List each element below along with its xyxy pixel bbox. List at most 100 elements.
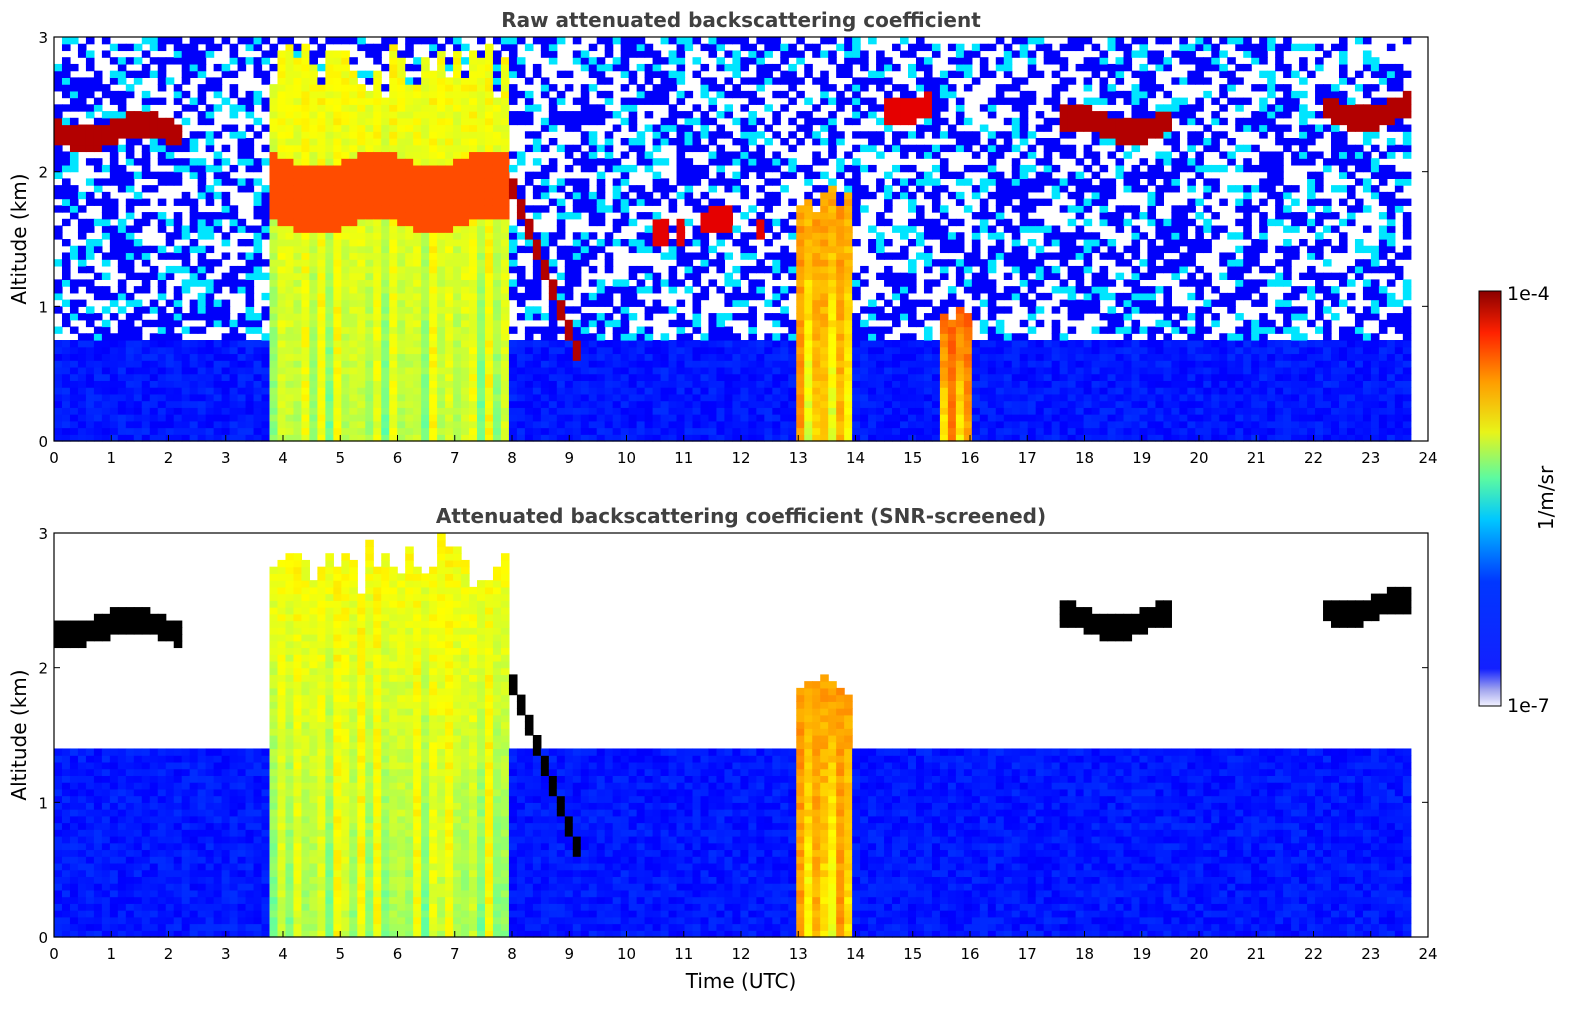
heatmap-cell bbox=[780, 319, 789, 328]
heatmap-cell bbox=[804, 393, 813, 402]
heatmap-cell bbox=[660, 117, 670, 126]
heatmap-cell bbox=[325, 97, 334, 105]
heatmap-cell bbox=[684, 427, 694, 435]
heatmap-cell bbox=[764, 63, 773, 72]
heatmap-cell bbox=[101, 400, 111, 408]
heatmap-cell bbox=[261, 77, 271, 85]
heatmap-cell bbox=[117, 232, 127, 240]
heatmap-cell bbox=[676, 420, 686, 429]
heatmap-cell bbox=[54, 400, 63, 408]
heatmap-cell bbox=[788, 50, 797, 58]
heatmap-cell bbox=[820, 77, 829, 85]
heatmap-cell bbox=[109, 111, 119, 119]
heatmap-cell bbox=[628, 144, 638, 153]
heatmap-cell bbox=[93, 272, 103, 280]
heatmap-cell bbox=[61, 400, 71, 408]
heatmap-cell bbox=[205, 380, 215, 388]
heatmap-cell bbox=[54, 164, 63, 173]
heatmap-cell bbox=[317, 50, 326, 58]
heatmap-cell bbox=[644, 400, 654, 408]
heatmap-cell bbox=[756, 84, 765, 92]
heatmap-cell bbox=[333, 299, 342, 307]
heatmap-cell bbox=[492, 138, 502, 146]
heatmap-cell bbox=[700, 420, 710, 429]
heatmap-cell bbox=[532, 427, 542, 435]
heatmap-cell bbox=[692, 420, 702, 429]
heatmap-cell bbox=[405, 245, 414, 254]
heatmap-cell bbox=[117, 387, 127, 395]
heatmap-cell bbox=[836, 279, 845, 287]
heatmap-cell bbox=[189, 340, 199, 348]
heatmap-cell bbox=[85, 158, 95, 166]
heatmap-cell bbox=[596, 380, 606, 388]
heatmap-cell bbox=[900, 191, 909, 200]
heatmap-cell bbox=[205, 144, 215, 153]
heatmap-cell bbox=[676, 366, 686, 375]
heatmap-cell bbox=[836, 420, 845, 429]
heatmap-cell bbox=[445, 252, 454, 260]
heatmap-cell bbox=[77, 353, 87, 361]
heatmap-cell bbox=[612, 333, 622, 341]
heatmap-cell bbox=[261, 366, 271, 375]
heatmap-cell bbox=[812, 313, 821, 321]
heatmap-cell bbox=[469, 70, 478, 78]
heatmap-cell bbox=[117, 333, 127, 341]
heatmap-cell bbox=[892, 43, 901, 52]
heatmap-cell bbox=[125, 171, 135, 179]
heatmap-cell bbox=[684, 353, 694, 361]
heatmap-cell bbox=[325, 346, 334, 355]
heatmap-cell bbox=[876, 420, 885, 429]
heatmap-cell bbox=[285, 138, 295, 146]
heatmap-cell bbox=[612, 380, 622, 388]
heatmap-cell bbox=[117, 111, 127, 119]
heatmap-cell bbox=[445, 286, 454, 294]
heatmap-cell bbox=[628, 346, 638, 355]
heatmap-cell bbox=[684, 164, 694, 173]
heatmap-cell bbox=[381, 158, 390, 166]
heatmap-cell bbox=[453, 185, 462, 193]
heatmap-cell bbox=[189, 353, 199, 361]
heatmap-cell bbox=[173, 212, 183, 220]
heatmap-cell bbox=[860, 164, 869, 173]
heatmap-cell bbox=[453, 151, 462, 159]
heatmap-cell bbox=[277, 124, 287, 132]
heatmap-cell bbox=[325, 420, 334, 429]
heatmap-cell bbox=[213, 131, 223, 139]
heatmap-cell bbox=[133, 198, 143, 206]
heatmap-cell bbox=[157, 313, 167, 321]
heatmap-cell bbox=[93, 218, 103, 227]
heatmap-cell bbox=[381, 178, 390, 186]
heatmap-cell bbox=[652, 306, 662, 314]
heatmap-cell bbox=[437, 346, 446, 355]
heatmap-cell bbox=[469, 171, 478, 179]
heatmap-cell bbox=[732, 387, 741, 395]
heatmap-cell bbox=[349, 131, 358, 139]
heatmap-cell bbox=[397, 252, 406, 260]
heatmap-cell bbox=[229, 340, 239, 348]
heatmap-cell bbox=[325, 319, 334, 328]
heatmap-cell bbox=[333, 97, 342, 105]
heatmap-cell bbox=[285, 164, 295, 173]
heatmap-cell bbox=[820, 420, 829, 429]
heatmap-cell bbox=[716, 111, 726, 119]
heatmap-cell bbox=[77, 313, 87, 321]
heatmap-cell bbox=[804, 366, 813, 375]
heatmap-cell bbox=[413, 366, 422, 375]
heatmap-cell bbox=[477, 346, 486, 355]
heatmap-cell bbox=[437, 245, 446, 254]
heatmap-cell bbox=[397, 434, 406, 442]
heatmap-cell bbox=[477, 380, 486, 388]
heatmap-cell bbox=[684, 117, 694, 126]
heatmap-cell bbox=[397, 286, 406, 294]
heatmap-cell bbox=[812, 427, 821, 435]
heatmap-cell bbox=[149, 340, 159, 348]
heatmap-cell bbox=[700, 373, 710, 381]
heatmap-cell bbox=[572, 124, 582, 132]
heatmap-cell bbox=[261, 353, 271, 361]
heatmap-cell bbox=[429, 387, 438, 395]
heatmap-cell bbox=[173, 164, 183, 173]
heatmap-cell bbox=[844, 178, 853, 186]
heatmap-cell bbox=[253, 164, 263, 173]
heatmap-cell bbox=[477, 178, 486, 186]
heatmap-cell bbox=[109, 70, 119, 78]
